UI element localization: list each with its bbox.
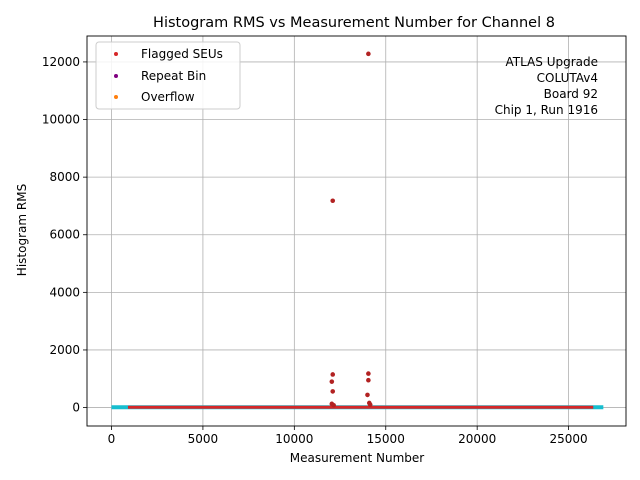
- plot-frame: [86, 35, 627, 427]
- data-point: [330, 198, 336, 204]
- data-point: [366, 377, 371, 383]
- data-point: [366, 371, 371, 376]
- x-tick-label: 20000: [458, 432, 496, 446]
- annotation-line-3: Board 92: [544, 87, 598, 101]
- grid-lines: [87, 36, 626, 426]
- y-tick-label: 12000: [42, 55, 80, 69]
- x-tick-label: 5000: [188, 432, 219, 446]
- x-axis-label: Measurement Number: [290, 451, 424, 465]
- x-axis-ticks: 0 5000 10000 15000 20000 25000: [108, 426, 588, 446]
- y-axis-ticks: 0 2000 4000 6000 8000 10000 12000: [42, 55, 87, 415]
- legend-box: [95, 41, 241, 110]
- y-tick-label: 2000: [49, 343, 80, 357]
- data-point: [330, 372, 336, 377]
- x-tick-label: 15000: [367, 432, 405, 446]
- data-point: [330, 389, 336, 394]
- annotation-line-4: Chip 1, Run 1916: [495, 103, 598, 117]
- legend-marker-overflow: [114, 95, 118, 99]
- data-point: [366, 51, 371, 57]
- data-points: [329, 51, 373, 408]
- legend-label-repeat-bin: Repeat Bin: [141, 69, 206, 83]
- data-point: [329, 379, 335, 384]
- legend-marker-flagged-seus: [114, 52, 118, 56]
- chart-title: Histogram RMS vs Measurement Number for …: [153, 15, 555, 31]
- y-tick-label: 4000: [49, 285, 80, 299]
- y-tick-label: 8000: [49, 170, 80, 184]
- y-tick-label: 0: [72, 401, 80, 415]
- legend-label-overflow: Overflow: [141, 90, 195, 104]
- x-tick-label: 10000: [275, 432, 313, 446]
- data-point: [365, 392, 370, 398]
- data-point: [367, 402, 373, 407]
- legend-marker-repeat-bin: [114, 74, 118, 78]
- y-tick-label: 10000: [42, 113, 80, 127]
- legend-label-flagged-seus: Flagged SEUs: [141, 47, 223, 61]
- annotation-line-2: COLUTAv4: [537, 71, 598, 85]
- y-axis-label: Histogram RMS: [15, 184, 29, 276]
- x-tick-label: 0: [108, 432, 116, 446]
- annotation-line-1: ATLAS Upgrade: [505, 55, 598, 69]
- y-tick-label: 6000: [49, 228, 80, 242]
- annotation-block: ATLAS Upgrade COLUTAv4 Board 92 Chip 1, …: [495, 55, 598, 117]
- data-point: [331, 402, 336, 408]
- legend: Flagged SEUs Repeat Bin Overflow: [95, 41, 241, 110]
- x-tick-label: 25000: [549, 432, 587, 446]
